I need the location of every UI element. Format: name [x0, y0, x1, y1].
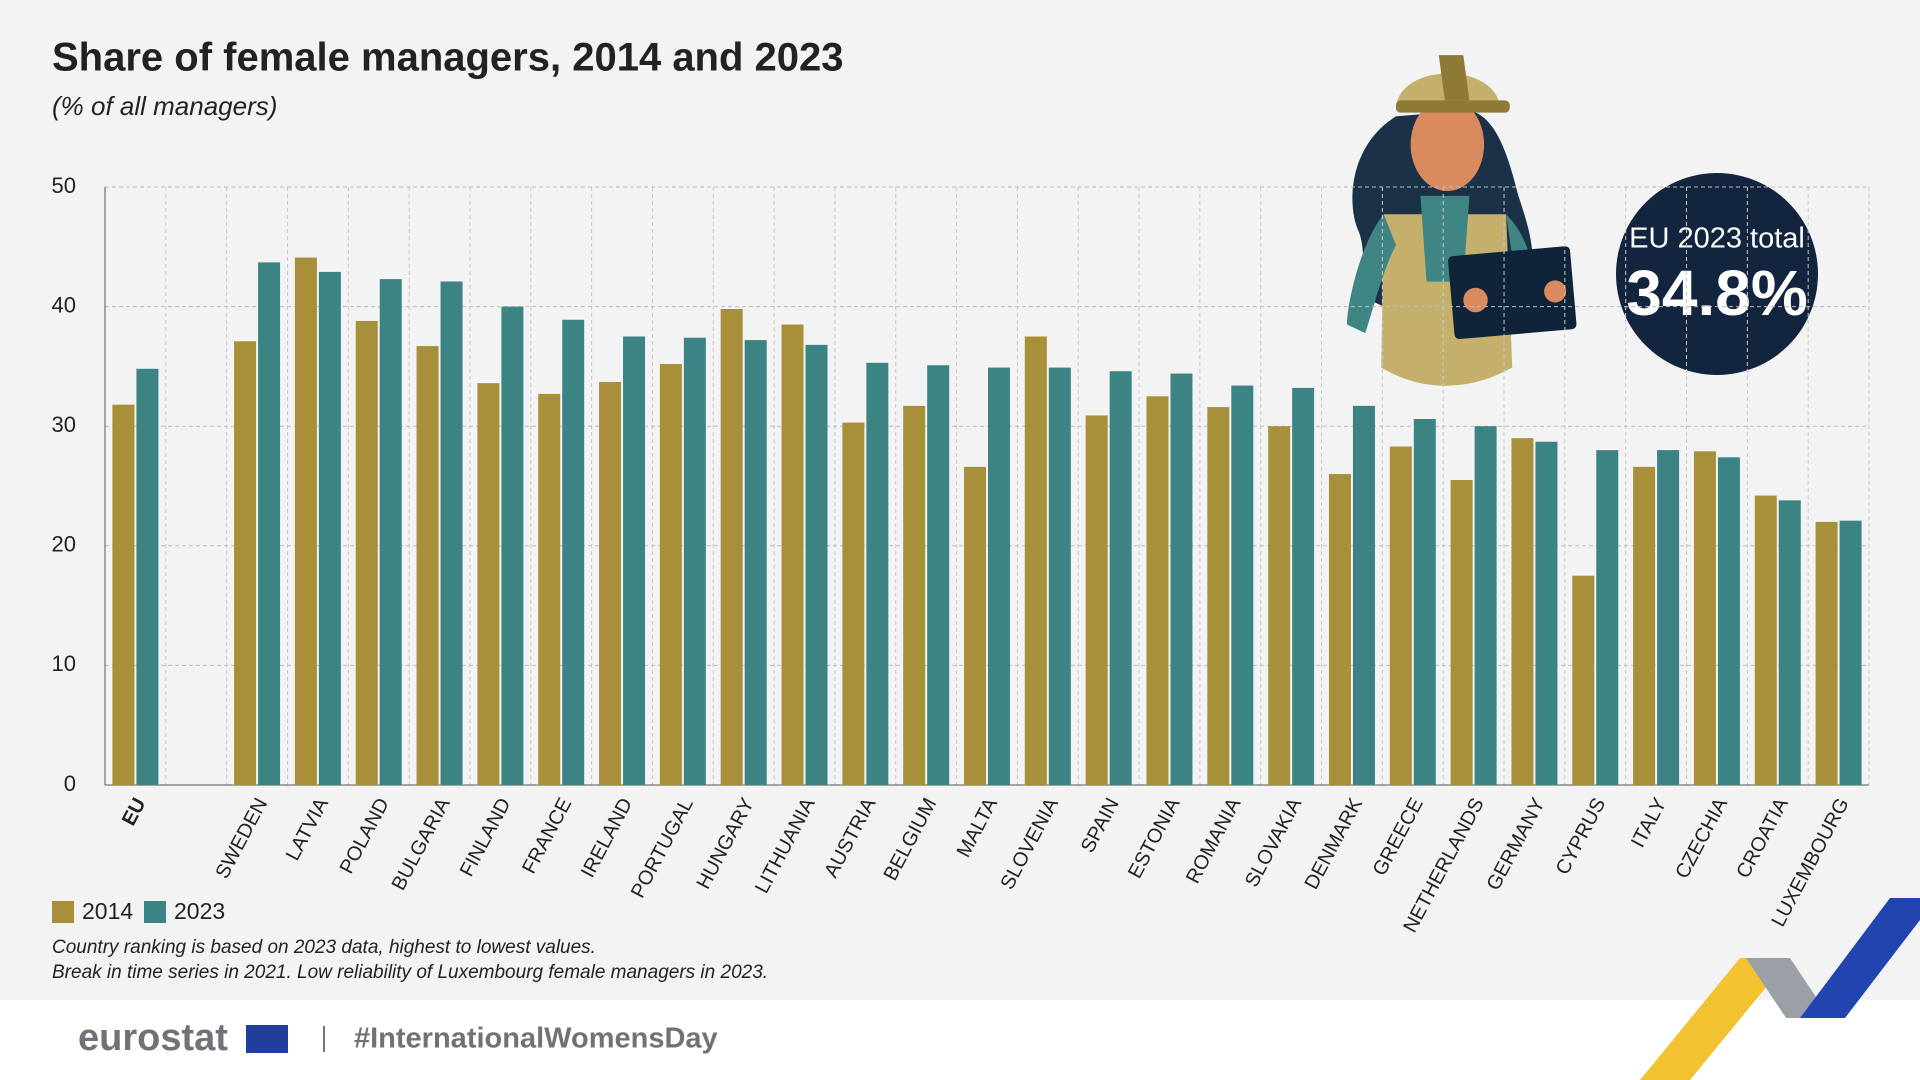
bar — [1633, 466, 1656, 785]
y-tick-label: 10 — [52, 651, 76, 676]
bar — [1413, 419, 1436, 785]
bar — [805, 344, 828, 785]
bar — [1717, 457, 1740, 785]
bar — [501, 306, 524, 785]
bar — [744, 340, 767, 785]
bar — [1596, 450, 1619, 785]
badge-label: EU 2023 total — [1629, 223, 1805, 255]
note: Break in time series in 2021. Low reliab… — [52, 962, 768, 983]
logo: eurostat — [78, 1017, 228, 1059]
bar — [903, 405, 926, 785]
bar — [1450, 480, 1473, 785]
bar — [842, 422, 865, 785]
bar — [683, 337, 706, 785]
bar — [1389, 446, 1412, 785]
bar — [1328, 474, 1351, 785]
total-badge — [1616, 173, 1818, 375]
bar — [1292, 387, 1315, 785]
bar — [112, 404, 135, 785]
eu-flag — [246, 1025, 288, 1053]
chart-subtitle: (% of all managers) — [52, 91, 277, 121]
bar — [1693, 451, 1716, 785]
bar — [1207, 407, 1230, 785]
illustration — [1346, 55, 1577, 386]
bar — [294, 257, 317, 786]
bar — [781, 324, 804, 785]
bar — [1572, 575, 1595, 785]
bar — [659, 364, 682, 785]
bar — [599, 381, 622, 785]
bar — [355, 320, 378, 785]
bar — [927, 365, 950, 785]
badge-value: 34.8% — [1626, 257, 1807, 329]
bar — [1474, 426, 1497, 785]
chart-title: Share of female managers, 2014 and 2023 — [52, 36, 844, 80]
bar — [964, 466, 986, 785]
bar — [1085, 415, 1108, 785]
bar — [866, 362, 889, 785]
bar — [1268, 426, 1291, 785]
bar — [1815, 521, 1838, 785]
y-tick-label: 40 — [52, 292, 76, 317]
bar — [1511, 438, 1534, 785]
bar — [1839, 520, 1862, 785]
decoration — [1640, 898, 1920, 1080]
bar — [136, 368, 159, 785]
legend-swatch — [144, 901, 166, 923]
legend-swatch — [52, 901, 74, 923]
y-tick-label: 20 — [52, 532, 76, 557]
bar — [1024, 336, 1047, 785]
bar — [234, 341, 257, 785]
legend-label: 2023 — [174, 898, 225, 924]
bar — [538, 393, 561, 785]
y-tick-label: 0 — [64, 771, 76, 796]
bar — [1535, 441, 1558, 785]
bar — [318, 271, 341, 785]
hashtag: #InternationalWomensDay — [354, 1023, 718, 1055]
bar — [562, 319, 585, 785]
legend-label: 2014 — [82, 898, 133, 924]
bar — [1146, 396, 1169, 785]
bar — [379, 279, 402, 785]
bar — [1657, 450, 1680, 785]
bar — [258, 262, 281, 785]
bar — [416, 346, 439, 785]
footer-band — [0, 1000, 1920, 1080]
bar — [477, 383, 500, 785]
bar — [623, 336, 646, 785]
y-tick-label: 50 — [52, 173, 76, 198]
y-tick-label: 30 — [52, 412, 76, 437]
note: Country ranking is based on 2023 data, h… — [52, 937, 596, 958]
bar — [988, 367, 1010, 785]
bar — [1109, 371, 1132, 785]
bar — [1778, 500, 1801, 785]
bar — [720, 308, 743, 785]
bar — [1231, 385, 1254, 785]
bar — [1754, 495, 1777, 785]
bar — [1352, 405, 1375, 785]
bar — [1048, 367, 1071, 785]
bar — [440, 281, 463, 785]
bar — [1170, 373, 1193, 785]
